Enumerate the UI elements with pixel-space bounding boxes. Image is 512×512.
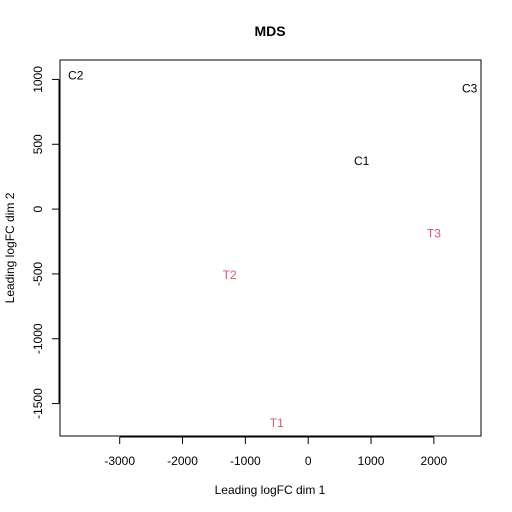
- y-axis-label: Leading logFC dim 2: [3, 192, 17, 303]
- y-tick-label: 500: [31, 134, 45, 154]
- plot-frame: [59, 59, 482, 437]
- point-label-t2: T2: [223, 268, 237, 282]
- point-labels: C2 C3 C1 T3 T2 T1: [68, 69, 478, 430]
- y-tick-label: -500: [31, 262, 45, 286]
- y-tick-label: -1000: [31, 323, 45, 354]
- point-label-c3: C3: [462, 82, 478, 96]
- point-label-t1: T1: [270, 416, 284, 430]
- x-tick-label: 2000: [421, 454, 448, 468]
- x-axis-label: Leading logFC dim 1: [215, 483, 326, 497]
- y-tick-label: 0: [31, 205, 45, 212]
- point-label-c2: C2: [68, 69, 84, 83]
- chart-title: MDS: [254, 23, 285, 39]
- x-tick-label: -1000: [230, 454, 261, 468]
- y-axis: -1500 -1000 -500 0 500 1000: [31, 66, 60, 419]
- point-label-t3: T3: [427, 227, 441, 241]
- x-tick-label: -2000: [167, 454, 198, 468]
- y-tick-label: -1500: [31, 388, 45, 419]
- x-tick-label: -3000: [104, 454, 135, 468]
- point-label-c1: C1: [354, 154, 370, 168]
- x-tick-label: 0: [305, 454, 312, 468]
- x-tick-label: 1000: [358, 454, 385, 468]
- x-axis: -3000 -2000 -1000 0 1000 2000: [104, 436, 448, 468]
- y-tick-label: 1000: [31, 66, 45, 93]
